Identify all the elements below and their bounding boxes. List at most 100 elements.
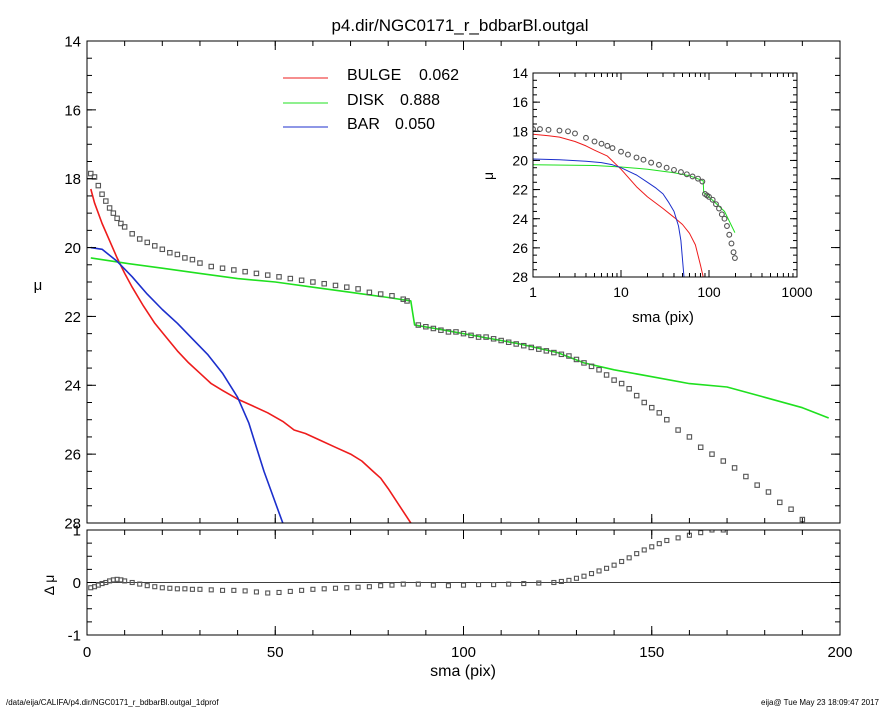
legend-disk-label: DISK <box>347 92 385 109</box>
data-point <box>506 581 512 587</box>
data-point <box>675 427 681 433</box>
data-point <box>174 586 180 592</box>
data-point <box>683 171 690 178</box>
data-point <box>528 344 535 351</box>
data-point <box>709 530 715 533</box>
data-point <box>718 211 725 218</box>
data-point <box>656 410 663 416</box>
data-point <box>122 578 128 584</box>
data-point <box>604 565 610 571</box>
data-point <box>483 334 489 340</box>
data-point <box>603 372 610 378</box>
data-point <box>310 279 316 285</box>
series-disk-line <box>90 257 829 419</box>
series-bulge-line <box>90 188 412 523</box>
main-profile-panel: 14 16 18 20 22 24 26 28 <box>64 33 841 542</box>
data-point <box>332 585 339 591</box>
data-point <box>415 322 422 328</box>
data-point <box>581 360 587 366</box>
data-point <box>543 348 550 354</box>
data-point <box>219 587 226 593</box>
data-point <box>167 249 173 256</box>
data-point <box>626 385 632 392</box>
data-point <box>144 583 150 589</box>
data-point <box>208 587 214 593</box>
data-point <box>619 558 625 565</box>
data-point <box>355 584 361 590</box>
data-point <box>656 541 662 547</box>
data-point <box>253 270 260 277</box>
data-point <box>664 416 670 423</box>
data-point <box>242 268 248 275</box>
data-point <box>591 138 598 145</box>
data-point <box>633 154 640 161</box>
data-point <box>231 267 237 273</box>
x-tick-label: 1 <box>529 284 537 300</box>
data-point <box>596 367 602 373</box>
data-point <box>513 341 519 347</box>
data-point <box>664 537 670 544</box>
legend-bar-value: 0.050 <box>395 116 435 133</box>
y-tick-label: 1 <box>73 522 81 539</box>
data-point <box>110 210 117 216</box>
data-point <box>197 260 203 266</box>
data-point <box>604 142 611 149</box>
data-point <box>823 538 827 542</box>
x-tick-label: 0 <box>83 644 91 661</box>
inset-background <box>533 73 797 277</box>
data-point <box>366 584 372 590</box>
data-point <box>430 325 437 332</box>
data-point <box>533 126 536 133</box>
data-point <box>626 555 632 561</box>
data-point <box>618 148 624 155</box>
data-point <box>656 161 662 168</box>
data-point <box>321 280 327 287</box>
data-point <box>219 265 226 271</box>
data-point <box>573 356 580 363</box>
data-point <box>475 334 482 340</box>
data-point <box>583 134 589 141</box>
footer-path: /data/eija/CALIFA/p4.dir/NGC0171_r_bdbar… <box>6 698 219 707</box>
y-tick-label: 0 <box>73 575 81 592</box>
data-point <box>611 562 617 568</box>
legend: BULGE 0.062 DISK 0.888 BAR 0.050 <box>283 67 459 133</box>
data-point <box>152 584 158 590</box>
data-point <box>565 128 571 135</box>
data-point <box>566 577 572 583</box>
data-point <box>520 342 527 349</box>
data-point <box>137 581 143 587</box>
chart-title: p4.dir/NGC0171_r_bdbarBl.outgal <box>331 16 588 35</box>
data-point <box>625 151 631 158</box>
series-bar-line <box>90 246 284 523</box>
data-point <box>144 239 150 246</box>
data-point <box>588 363 595 370</box>
data-point <box>321 586 327 592</box>
data-point <box>609 145 616 151</box>
data-point <box>689 173 696 180</box>
data-point <box>355 286 361 292</box>
data-point <box>521 580 527 587</box>
data-point <box>276 274 282 280</box>
data-point <box>726 231 733 238</box>
legend-bulge-label: BULGE <box>347 67 401 84</box>
data-point <box>182 255 188 261</box>
series-bulge-line <box>533 133 704 277</box>
data-point <box>709 196 716 203</box>
data-point <box>231 587 237 593</box>
data-point <box>720 530 726 533</box>
data-point <box>287 275 294 282</box>
data-point <box>730 249 737 256</box>
data-point <box>476 582 482 588</box>
data-point <box>675 535 681 541</box>
y-tick-label: 20 <box>64 240 81 257</box>
data-point <box>731 255 738 262</box>
y-tick-label: 14 <box>64 33 81 50</box>
y-tick-label: 24 <box>64 378 81 395</box>
data-point <box>720 458 727 464</box>
data-point <box>152 243 158 249</box>
data-point <box>468 332 474 339</box>
data-point <box>253 589 259 595</box>
data-point <box>106 205 113 211</box>
x-tick-label: 100 <box>451 644 476 661</box>
data-point <box>208 263 214 270</box>
